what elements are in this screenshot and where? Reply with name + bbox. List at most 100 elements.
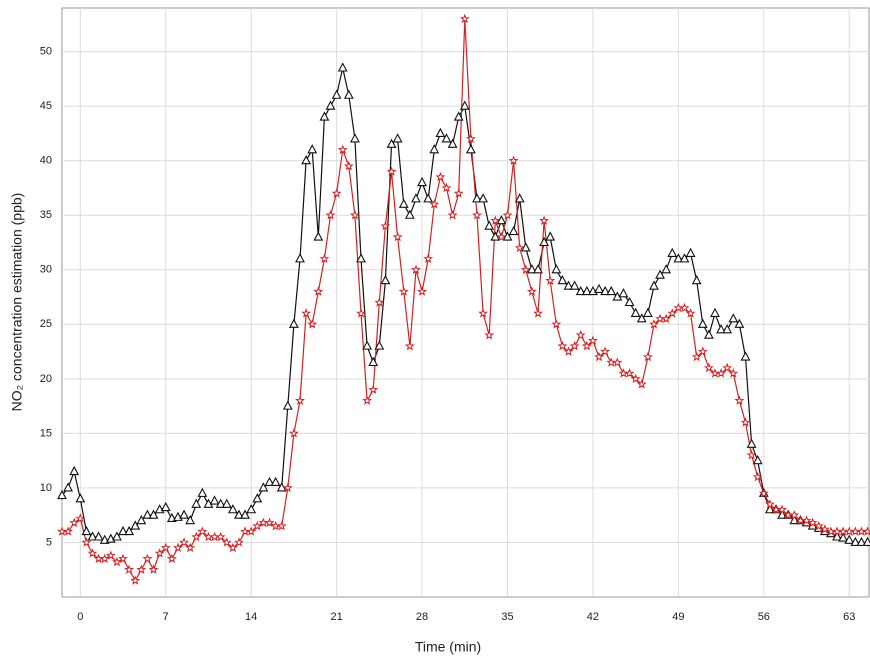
triangle-marker: [240, 509, 250, 519]
y-tick-label: 20: [40, 373, 52, 385]
triangle-marker: [490, 231, 501, 241]
star-marker: [648, 319, 659, 329]
triangle-marker: [569, 280, 580, 290]
triangle-marker: [87, 531, 98, 541]
star-marker: [746, 449, 757, 460]
triangle-marker: [331, 89, 342, 99]
triangle-marker: [447, 138, 458, 148]
triangle-marker: [649, 280, 659, 290]
triangle-marker: [380, 275, 391, 285]
triangle-marker: [673, 253, 684, 263]
triangle-marker: [606, 285, 617, 296]
triangle-marker: [844, 534, 855, 544]
star-marker: [740, 417, 751, 427]
star-marker: [520, 264, 531, 275]
triangle-marker: [642, 307, 653, 317]
triangle-marker: [850, 536, 861, 547]
triangle-marker: [630, 307, 641, 317]
star-marker: [789, 509, 800, 520]
triangle-marker: [545, 231, 556, 241]
star-marker: [557, 340, 568, 351]
triangle-marker: [484, 220, 495, 230]
triangle-marker: [337, 62, 348, 72]
star-marker: [587, 335, 598, 345]
star-marker: [594, 351, 605, 362]
star-marker: [465, 133, 476, 144]
x-tick-label: 7: [163, 611, 169, 623]
star-marker: [288, 428, 299, 438]
triangle-marker: [130, 520, 141, 530]
star-marker: [716, 368, 727, 378]
star-marker: [282, 482, 293, 493]
star-marker: [862, 526, 870, 536]
star-marker: [130, 575, 141, 585]
triangle-marker: [740, 351, 751, 361]
star-marker: [404, 340, 415, 351]
y-tick-label: 45: [40, 100, 52, 112]
star-marker: [496, 231, 507, 242]
star-marker: [514, 242, 525, 253]
triangle-marker: [526, 264, 537, 274]
triangle-marker: [734, 318, 745, 328]
star-marker: [813, 520, 824, 531]
star-marker: [75, 513, 86, 523]
star-marker: [447, 209, 458, 220]
triangle-marker: [716, 324, 727, 334]
star-marker: [691, 351, 702, 362]
triangle-marker: [124, 525, 135, 536]
triangle-marker: [148, 509, 159, 519]
star-marker: [697, 346, 708, 356]
star-marker: [301, 308, 312, 318]
triangle-marker: [264, 476, 275, 487]
star-marker: [624, 368, 635, 378]
star-marker: [215, 531, 226, 542]
star-marker: [612, 357, 623, 367]
triangle-marker: [655, 269, 665, 279]
star-marker: [703, 362, 714, 373]
triangle-marker: [429, 144, 440, 154]
triangle-marker: [472, 193, 482, 203]
triangle-marker: [404, 209, 415, 219]
star-marker: [362, 395, 373, 405]
triangle-marker: [600, 285, 611, 296]
triangle-marker: [368, 356, 379, 367]
x-tick-label: 49: [672, 611, 684, 623]
star-marker: [722, 362, 733, 373]
y-tick-label: 5: [46, 536, 52, 548]
y-tick-label: 10: [40, 482, 52, 494]
triangle-marker: [270, 476, 281, 487]
star-marker: [441, 182, 452, 193]
star-marker: [526, 286, 537, 296]
triangle-marker: [618, 288, 629, 298]
triangle-marker: [185, 514, 196, 525]
star-marker: [252, 520, 263, 531]
star-marker: [386, 166, 397, 176]
triangle-marker: [502, 231, 513, 241]
triangle-marker: [703, 329, 714, 339]
x-axis-label: Time (min): [415, 639, 481, 655]
triangle-marker: [789, 514, 800, 525]
x-tick-label: 14: [245, 611, 257, 623]
star-marker: [81, 537, 92, 547]
star-marker: [734, 395, 745, 405]
star-marker: [533, 308, 543, 318]
y-tick-label: 40: [40, 155, 52, 167]
star-marker: [313, 286, 324, 296]
triangle-marker: [252, 493, 263, 503]
star-marker: [246, 526, 257, 536]
y-tick-label: 35: [40, 209, 52, 221]
triangle-marker: [417, 176, 427, 187]
triangle-marker: [636, 313, 647, 323]
triangle-marker: [539, 236, 550, 247]
star-marker: [343, 160, 354, 171]
triangle-marker: [777, 509, 788, 519]
star-marker: [197, 526, 208, 536]
star-marker: [356, 308, 366, 318]
triangle-marker: [478, 193, 489, 203]
star-marker: [142, 553, 153, 564]
triangle-marker: [392, 133, 403, 143]
star-marker: [331, 188, 342, 198]
star-marker: [636, 379, 647, 389]
star-marker: [221, 537, 232, 547]
triangle-marker: [398, 198, 409, 208]
